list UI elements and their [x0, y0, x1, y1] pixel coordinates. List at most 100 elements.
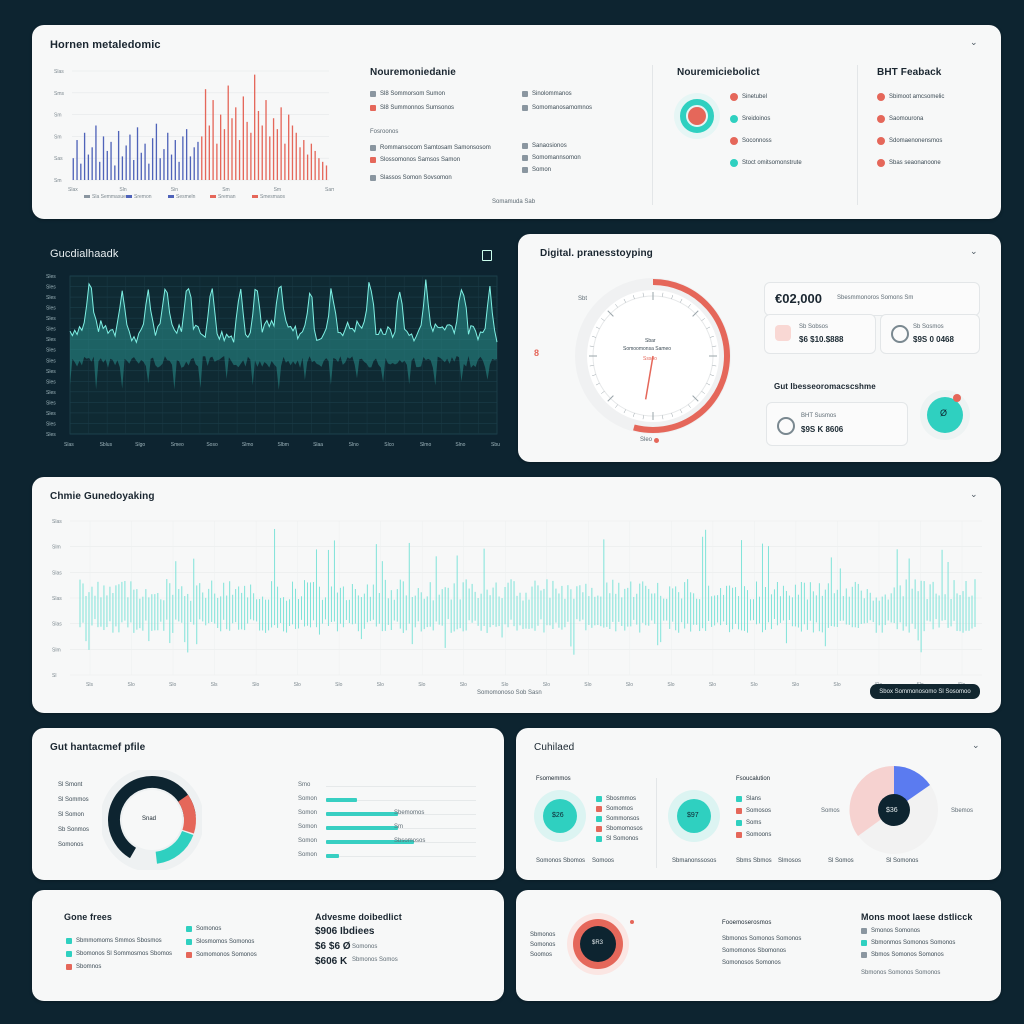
right-list-item[interactable]: Sinetubel	[730, 93, 767, 101]
list-item[interactable]: Soms	[736, 820, 761, 826]
footer-label[interactable]: Somoos	[592, 858, 614, 864]
metric-card-1[interactable]: Sb Sobsos $6 $10.$888	[764, 314, 876, 354]
mid-list-item[interactable]: Sl8 Sommorsom Sumon	[370, 91, 445, 97]
item-label: Somoos	[592, 858, 615, 864]
bar	[102, 136, 105, 180]
list-item[interactable]: Sbosmmos	[596, 796, 636, 802]
feedback-item[interactable]: Sbas seaonanoone	[877, 159, 941, 167]
bar-track	[326, 786, 476, 787]
mid-list-item[interactable]: Slossomonos Samsos Samon	[370, 157, 460, 163]
list-item[interactable]: Sbomomosos	[596, 826, 643, 832]
left-label[interactable]: Somonos	[530, 942, 555, 948]
chevron-down-icon[interactable]: ⌄	[970, 489, 978, 499]
right-item[interactable]: Smonos Somonos	[861, 928, 920, 934]
mid-title: Nouremoniedanie	[370, 67, 456, 78]
bullet-icon	[66, 938, 72, 944]
gauge-tick	[712, 365, 717, 367]
x-tick-label: Slo	[584, 682, 591, 688]
footer-label[interactable]: Slmosos	[778, 858, 801, 864]
donut-side-label[interactable]: Sl Sommos	[58, 797, 89, 803]
item[interactable]: Sbomonos Sl Sommosmos Sbomos	[66, 951, 172, 957]
left-label[interactable]: Soomos	[530, 952, 552, 958]
mid-right-item[interactable]: Sanaosionos	[522, 143, 567, 149]
mid-list-item[interactable]: Slassos Somon Sovsomon	[370, 175, 452, 181]
adv-line: $6 $6 Ø	[315, 941, 351, 952]
footer-label[interactable]: Sbmanonssosos	[672, 858, 716, 864]
chevron-down-icon[interactable]: ⌄	[972, 740, 980, 750]
list-item[interactable]: Sl Somonos	[596, 836, 638, 842]
y-tick-label: Sles	[46, 327, 56, 333]
donut-side-label[interactable]: Sl Somon	[58, 812, 84, 818]
donut-side-label[interactable]: Somonos	[58, 842, 83, 848]
footer-label[interactable]: Sl Somonos	[886, 858, 918, 864]
list-item[interactable]: Somosos	[736, 808, 771, 814]
mid-right-item[interactable]: Somomanosamomnos	[522, 105, 592, 111]
bullet-icon	[861, 928, 867, 934]
mid-list-item[interactable]: Rommansocom Samtosam Samonsosom	[370, 145, 491, 151]
item-label: Sl Somonos	[886, 858, 919, 864]
right-item[interactable]: Sbmos Somonos Somonos	[861, 952, 944, 958]
item[interactable]: Slosmomos Somonos	[186, 939, 254, 945]
item-label: Sl Somon	[58, 812, 85, 818]
item[interactable]: Somomonos Somonos	[186, 952, 257, 958]
gauge-tick	[642, 292, 644, 297]
item[interactable]: Somonos	[186, 926, 221, 932]
legend-label: Sremon	[134, 194, 152, 200]
y-tick-label: Sm	[54, 113, 62, 119]
left-label[interactable]: Sbmonos	[530, 932, 555, 938]
x-tick-label: Sm	[274, 187, 282, 193]
x-tick-label: Sam	[325, 187, 334, 193]
gauge-tick	[706, 326, 711, 329]
metric-card-3[interactable]: BHT Susmos $9S K 8606	[766, 402, 908, 446]
mid-line[interactable]: Somonosos Somonos	[722, 960, 781, 966]
item-label: Sl8 Summonnos Sumsonos	[380, 105, 455, 111]
bar-label: Smo	[298, 782, 311, 788]
mid-list-item[interactable]: Sl8 Summonnos Sumsonos	[370, 105, 454, 111]
footer-label[interactable]: Somonos Sbomos	[536, 858, 585, 864]
footer-label[interactable]: Sl Somos	[828, 858, 854, 864]
item-label: Slassos Somon Sovsomon	[380, 175, 452, 181]
mid-right-item[interactable]: Sinolommanos	[522, 91, 572, 97]
right-list-item[interactable]: Stoct omitsomonstrute	[730, 159, 802, 167]
feedback-item[interactable]: Sdomaenonensmos	[877, 137, 942, 145]
list-item[interactable]: Sommonsos	[596, 816, 639, 822]
right-list-item[interactable]: Soconnoss	[730, 137, 772, 145]
footer-label[interactable]: Sbms Sbmos	[736, 858, 772, 864]
gauge-tick	[712, 345, 717, 347]
item[interactable]: Sbomnos	[66, 964, 101, 970]
list-item[interactable]: Somomos	[596, 806, 633, 812]
bar	[140, 152, 142, 180]
bar	[91, 147, 93, 180]
list-item[interactable]: Somoons	[736, 832, 771, 838]
feedback-item[interactable]: Sbimoot amcsomelic	[877, 93, 944, 101]
item[interactable]: Sbmmomoms Smmos Sbosmos	[66, 938, 162, 944]
chevron-down-icon[interactable]: ⌄	[970, 37, 978, 47]
right-list-item[interactable]: Sreidoinos	[730, 115, 770, 123]
chevron-down-icon[interactable]: ⌄	[970, 246, 978, 256]
metric-card-2[interactable]: Sb Sosmos $9S 0 0468	[880, 314, 980, 354]
profile-donut	[102, 770, 202, 870]
item-label: Slosmomos Somonos	[196, 939, 255, 945]
divider	[857, 65, 858, 205]
export-icon[interactable]	[482, 250, 492, 261]
mid-right-item[interactable]: Somon	[522, 167, 551, 173]
mid-right-item[interactable]: Somomannsomon	[522, 155, 581, 161]
profile-panel: Gut hantacmef pfile Snad Sl Smont Sl Somm…	[32, 728, 504, 880]
item-label: Sbosmmos	[606, 796, 637, 802]
mid-line[interactable]: Sbmonos Somonos Somonos	[722, 936, 801, 942]
view-details-button[interactable]: Sbox Sommonosomo Sl Sosomoo	[870, 684, 980, 699]
bullet-icon	[596, 826, 602, 832]
item-label: Sbomomosos	[606, 826, 643, 832]
x-tick-label: Slo	[750, 682, 757, 688]
bar	[148, 163, 150, 180]
donut-side-label[interactable]: Sl Smont	[58, 782, 82, 788]
feedback-item[interactable]: Saomourona	[877, 115, 923, 123]
mid-line[interactable]: Somomonos Sbomonos	[722, 948, 786, 954]
x-tick-label: Sbu	[491, 442, 500, 448]
x-tick-label: Sls	[211, 682, 218, 688]
calculated-panel: Cuhilaed ⌄ Fsomemmos Fsoucalution $26 $9…	[516, 728, 1001, 880]
donut-side-label[interactable]: Sb Sonmos	[58, 827, 89, 833]
profile-bar	[326, 812, 398, 816]
right-item[interactable]: Sbmonmos Somonos Somonos	[861, 940, 955, 946]
list-item[interactable]: Slans	[736, 796, 761, 802]
